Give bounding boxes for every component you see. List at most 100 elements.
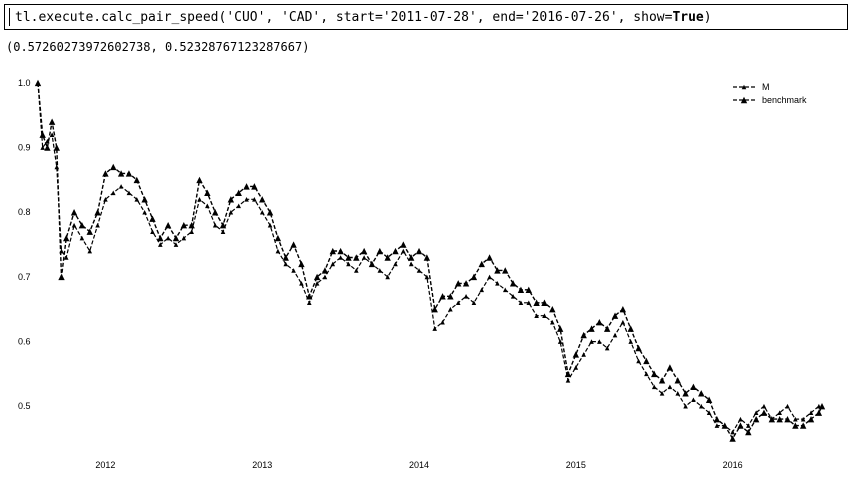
series-point-benchmark	[611, 312, 619, 319]
series-point-M	[628, 339, 634, 344]
series-point-benchmark	[63, 234, 70, 242]
series-point-benchmark	[53, 144, 61, 151]
series-point-M	[385, 274, 390, 280]
series-point-benchmark	[251, 183, 258, 190]
series-point-benchmark	[353, 254, 360, 261]
series-point-M	[510, 293, 516, 299]
series-point-M	[746, 423, 751, 428]
series-point-M	[63, 255, 69, 260]
series-point-benchmark	[141, 196, 148, 203]
y-axis-ticks: 1.0 0.9 0.8 0.7 0.6 0.5	[18, 78, 31, 411]
series-point-M	[714, 423, 720, 428]
series-point-benchmark	[431, 306, 438, 313]
line-chart: 1.00.90.80.70.60.5 2012 2013 2014 2015 2016 …	[18, 78, 826, 470]
series-point-benchmark	[580, 331, 587, 339]
series-point-benchmark	[658, 377, 666, 384]
series-point-benchmark	[439, 293, 446, 300]
series-point-M	[534, 313, 539, 318]
code-cell[interactable]: tl.execute.calc_pair_speed('CUO', 'CAD',…	[4, 4, 848, 30]
series-point-M	[259, 209, 265, 215]
series-point-benchmark	[39, 131, 46, 138]
series-line-benchmark	[37, 82, 823, 440]
y-tick-label: 0.5	[18, 401, 31, 411]
series-point-benchmark	[635, 344, 642, 352]
series-point-M	[440, 319, 445, 325]
series-point-benchmark	[721, 422, 728, 429]
series-point-benchmark	[541, 299, 548, 306]
series-point-M	[785, 403, 790, 409]
x-tick-label: 2015	[566, 460, 586, 470]
series-point-M	[45, 138, 50, 144]
series-point-benchmark	[188, 221, 195, 229]
series-point-M	[49, 132, 55, 137]
series-point-M	[518, 300, 524, 306]
series-point-benchmark	[619, 306, 627, 313]
series-point-benchmark	[58, 273, 65, 281]
legend-marker	[740, 96, 748, 104]
series-point-benchmark	[517, 286, 525, 294]
series-point-M	[118, 184, 124, 189]
series-point-M	[620, 319, 626, 325]
x-tick-label: 2013	[252, 460, 272, 470]
series-point-M	[761, 403, 767, 409]
series-point-M	[173, 242, 179, 247]
series-point-benchmark	[133, 176, 140, 184]
series-point-M	[59, 248, 64, 254]
series-point-benchmark	[627, 325, 634, 332]
series-point-benchmark	[172, 234, 180, 242]
series-point-M	[330, 261, 336, 267]
series-point-benchmark	[298, 260, 305, 268]
series-point-benchmark	[807, 415, 815, 423]
x-tick-label: 2012	[95, 460, 115, 470]
legend-label: M	[762, 82, 770, 92]
series-point-M	[644, 371, 649, 377]
series-point-benchmark	[423, 254, 431, 261]
series-point-benchmark	[149, 215, 156, 222]
series-point-M	[110, 190, 116, 196]
series-point-benchmark	[407, 254, 415, 261]
series-point-M	[487, 274, 492, 280]
series-point-benchmark	[549, 306, 556, 313]
series-point-benchmark	[235, 189, 242, 197]
series-point-benchmark	[110, 163, 117, 171]
series-point-M	[228, 209, 234, 215]
series-point-benchmark	[815, 409, 823, 416]
series-point-M	[550, 319, 555, 325]
code-input[interactable]: tl.execute.calc_pair_speed('CUO', 'CAD',…	[15, 10, 712, 25]
series-point-M	[573, 365, 579, 370]
series-point-M	[322, 274, 328, 280]
series-point-benchmark	[588, 325, 595, 332]
series-point-M	[416, 268, 422, 273]
series-point-M	[651, 384, 657, 390]
series-point-M	[361, 255, 367, 260]
x-axis-ticks: 2012 2013 2014 2015 2016	[95, 460, 742, 470]
series-point-benchmark	[768, 415, 776, 423]
series-point-benchmark	[818, 403, 826, 410]
series-point-benchmark	[564, 370, 572, 378]
series-point-benchmark	[282, 254, 289, 261]
series-point-M	[181, 235, 187, 241]
series-point-benchmark	[674, 377, 681, 384]
series-point-M	[698, 403, 704, 409]
series-point-benchmark	[760, 409, 768, 416]
series-point-M	[495, 281, 500, 286]
series-point-M	[158, 242, 163, 247]
series-point-benchmark	[643, 357, 650, 365]
series-point-M	[401, 248, 406, 254]
series-point-benchmark	[737, 422, 744, 429]
series-point-benchmark	[494, 267, 501, 274]
series-point-M	[581, 352, 586, 357]
series-point-benchmark	[78, 221, 86, 229]
series-point-benchmark	[157, 234, 164, 242]
series-point-M	[675, 390, 681, 396]
x-tick-label: 2016	[723, 460, 743, 470]
series-point-benchmark	[745, 428, 752, 436]
series-point-benchmark	[266, 209, 274, 216]
series-point-benchmark	[455, 280, 462, 287]
series-point-benchmark	[462, 280, 470, 287]
series-point-M	[432, 326, 438, 331]
series-point-benchmark	[478, 260, 485, 268]
series-point-M	[236, 203, 242, 209]
series-point-M	[103, 197, 108, 202]
